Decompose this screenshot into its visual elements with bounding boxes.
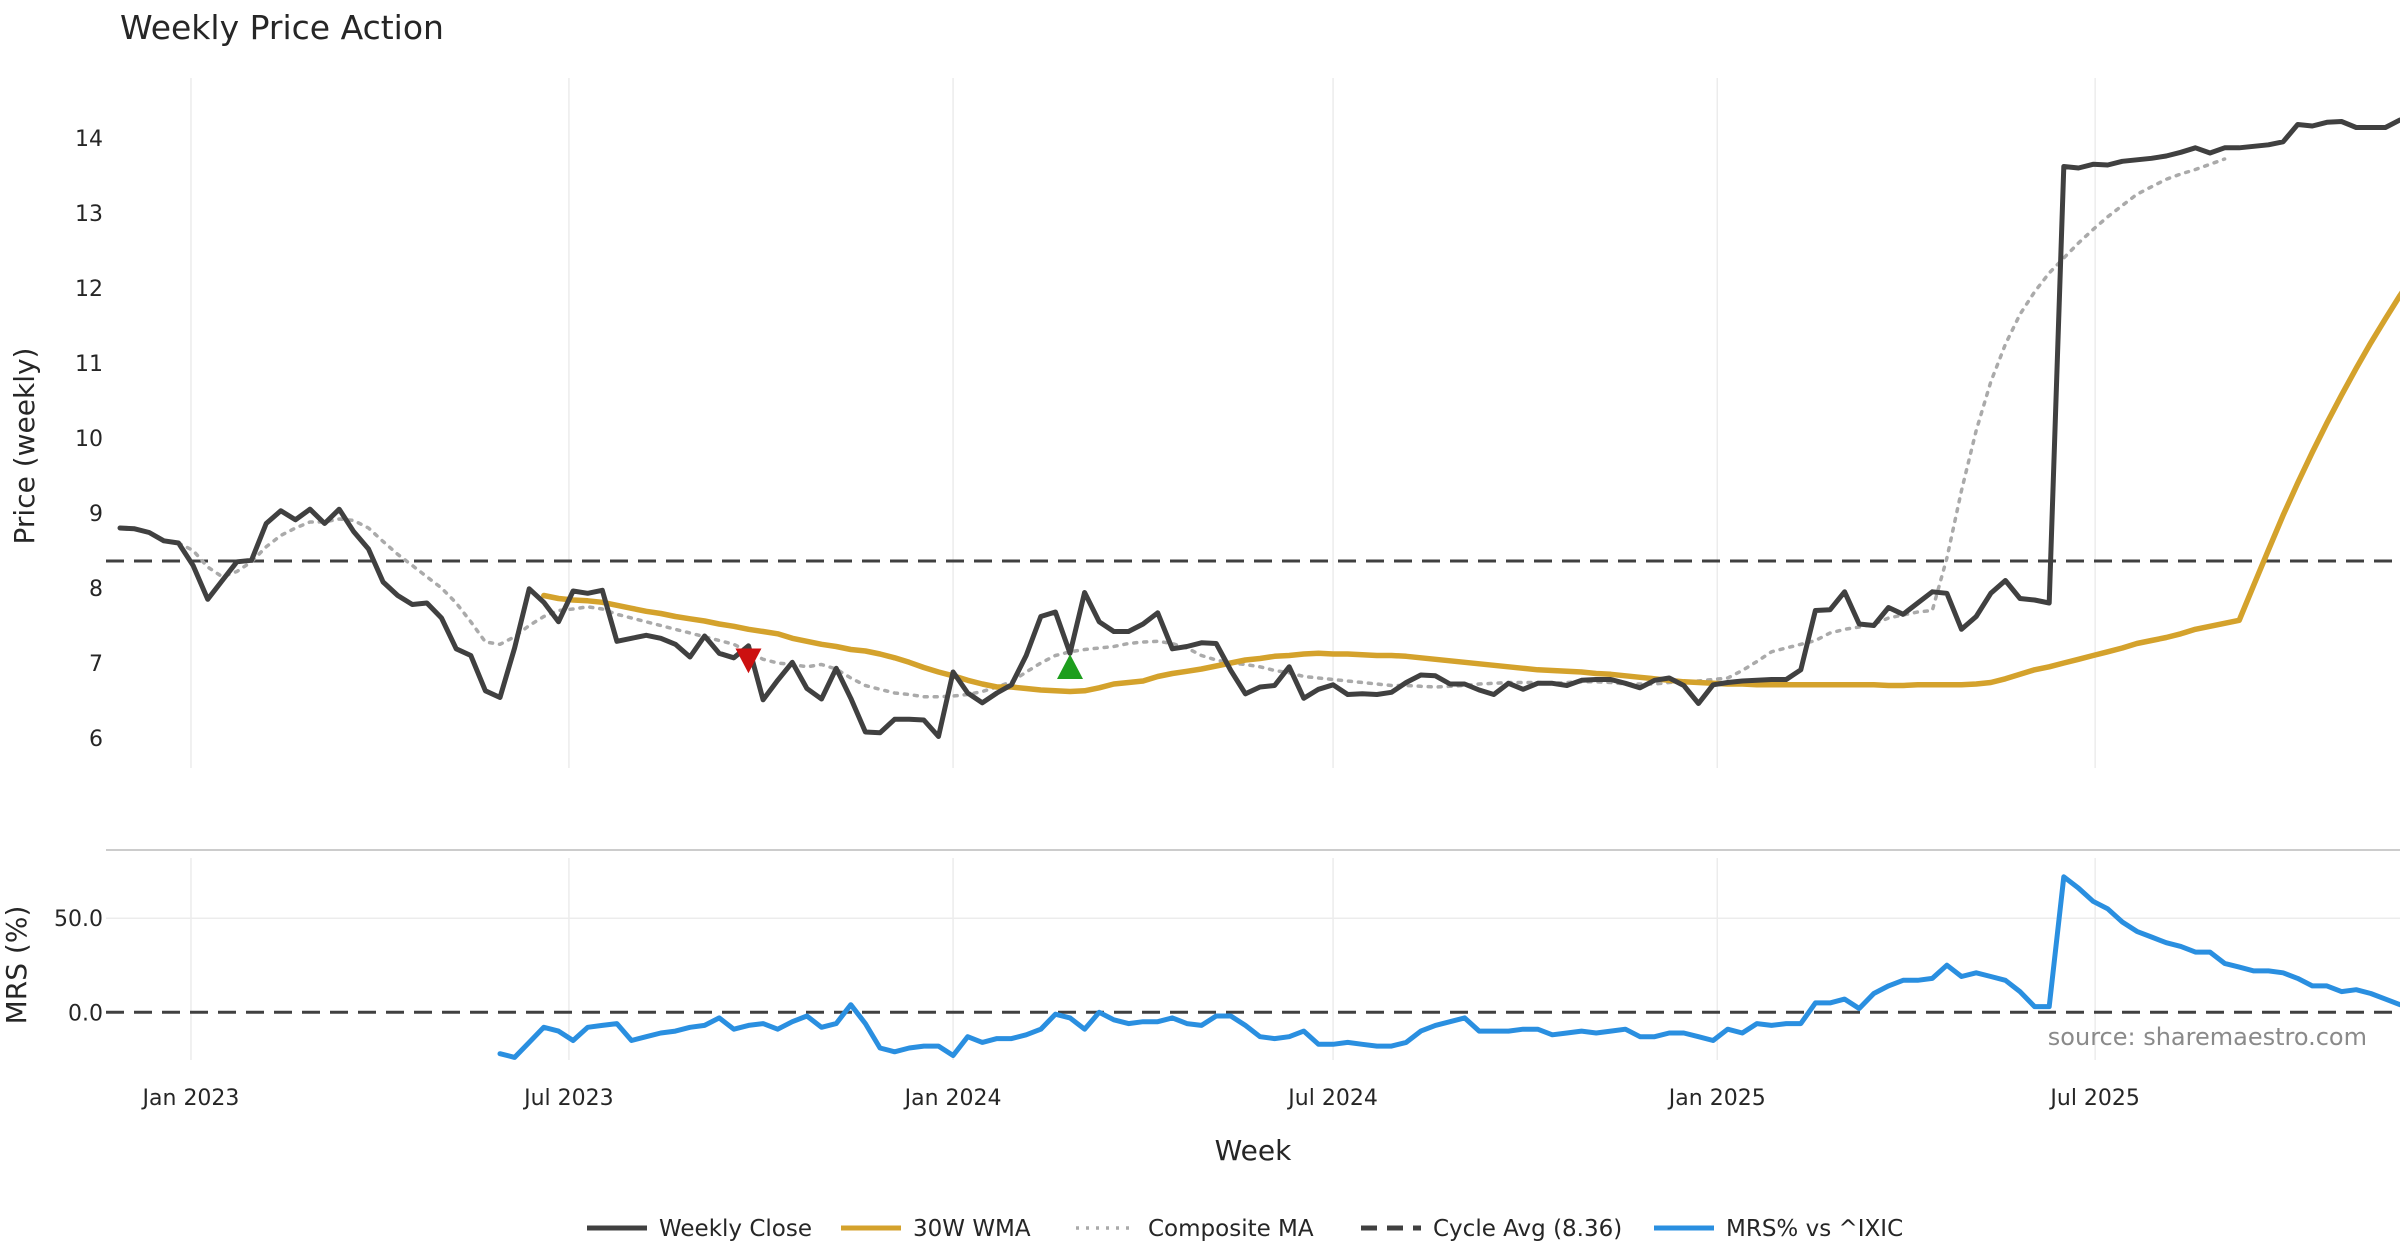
- legend-label: 30W WMA: [913, 1216, 1031, 1242]
- x-tick-label: Jan 2023: [141, 1086, 240, 1111]
- top-panel-gridlines: [190, 78, 2096, 768]
- top-y-tick-label: 13: [75, 202, 103, 227]
- top-y-tick-label: 6: [89, 727, 103, 752]
- legend-entry: Cycle Avg (8.36): [1361, 1216, 1622, 1242]
- sell-signal-marker: [735, 648, 762, 674]
- bottom-panel-y-axis-label: MRS (%): [0, 906, 33, 1025]
- x-axis-label: Week: [1215, 1134, 1292, 1167]
- legend-label: Weekly Close: [659, 1216, 812, 1242]
- top-panel-series: [117, 117, 2400, 739]
- series-mrs-vs-ixic: [497, 874, 2400, 1060]
- series-weekly-close: [117, 117, 2400, 739]
- chart-title: Weekly Price Action: [120, 8, 444, 47]
- top-y-tick-label: 8: [89, 577, 103, 602]
- legend-entry: Weekly Close: [587, 1216, 812, 1242]
- legend-label: Cycle Avg (8.36): [1433, 1216, 1622, 1242]
- series-composite-ma: [176, 157, 2227, 699]
- top-y-tick-label: 7: [89, 652, 103, 677]
- top-y-tick-label: 11: [75, 352, 103, 377]
- signal-markers: [735, 648, 1083, 679]
- top-panel-y-ticks: 6 7 8 9 10 11 12 13 14: [75, 127, 103, 752]
- top-panel-y-axis-label: Price (weekly): [8, 348, 41, 545]
- legend-entry: 30W WMA: [841, 1216, 1031, 1242]
- bottom-y-tick-label: 50.0: [54, 907, 103, 932]
- top-y-tick-label: 10: [75, 427, 103, 452]
- x-tick-label: Jul 2023: [522, 1086, 614, 1111]
- x-tick-label: Jul 2025: [2048, 1086, 2140, 1111]
- bottom-y-tick-label: 0.0: [68, 1001, 103, 1026]
- bottom-panel-series: [497, 874, 2400, 1060]
- legend: Weekly Close 30W WMA Composite MA Cycle Avg…: [587, 1216, 1903, 1242]
- x-tick-label: Jan 2025: [1667, 1086, 1766, 1111]
- legend-label: Composite MA: [1148, 1216, 1314, 1242]
- legend-entry: Composite MA: [1076, 1216, 1314, 1242]
- legend-entry: MRS% vs ^IXIC: [1654, 1216, 1903, 1242]
- x-axis-ticks: Jan 2023 Jul 2023 Jan 2024 Jul 2024 Jan 2025…: [141, 1086, 2140, 1111]
- bottom-panel-y-ticks: 0.0 50.0: [54, 907, 103, 1026]
- x-tick-label: Jul 2024: [1286, 1086, 1378, 1111]
- x-tick-label: Jan 2024: [903, 1086, 1002, 1111]
- top-y-tick-label: 9: [89, 502, 103, 527]
- bottom-panel-gridlines: [106, 858, 2400, 1060]
- buy-signal-marker: [1057, 654, 1083, 679]
- series-30w-wma: [541, 290, 2400, 695]
- top-y-tick-label: 14: [75, 127, 103, 152]
- source-text: source: sharemaestro.com: [2048, 1023, 2367, 1051]
- top-y-tick-label: 12: [75, 277, 103, 302]
- legend-label: MRS% vs ^IXIC: [1726, 1216, 1903, 1242]
